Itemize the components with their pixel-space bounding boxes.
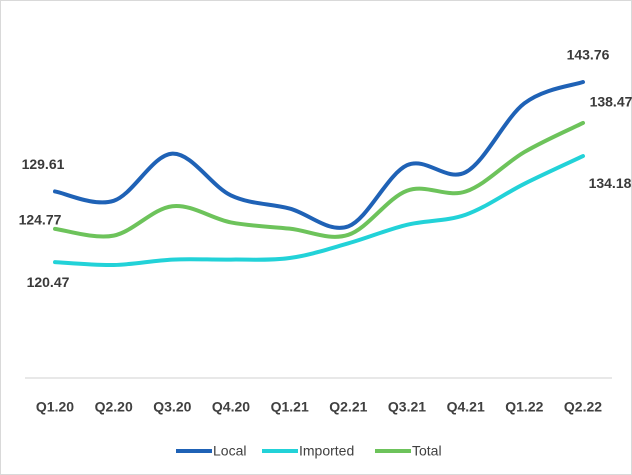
data-label: 138.47 bbox=[590, 94, 632, 110]
legend-label: Total bbox=[412, 443, 442, 459]
data-label: 120.47 bbox=[27, 274, 70, 290]
legend-label: Imported bbox=[299, 443, 354, 459]
x-tick-label: Q3.20 bbox=[153, 399, 191, 415]
data-label: 143.76 bbox=[567, 47, 610, 63]
x-tick-label: Q2.20 bbox=[95, 399, 133, 415]
data-label: 134.18 bbox=[589, 175, 632, 191]
line-series bbox=[53, 154, 585, 268]
x-tick-label: Q1.22 bbox=[505, 399, 543, 415]
x-tick-label: Q2.21 bbox=[329, 399, 367, 415]
line-series bbox=[53, 80, 585, 230]
x-tick-label: Q1.21 bbox=[271, 399, 309, 415]
legend-label: Local bbox=[213, 443, 246, 459]
x-tick-label: Q3.21 bbox=[388, 399, 426, 415]
x-tick-label: Q1.20 bbox=[36, 399, 74, 415]
x-tick-label: Q4.20 bbox=[212, 399, 250, 415]
x-tick-label: Q2.22 bbox=[564, 399, 602, 415]
data-label: 124.77 bbox=[19, 212, 62, 228]
data-label: 129.61 bbox=[22, 156, 65, 172]
x-tick-label: Q4.21 bbox=[447, 399, 485, 415]
line-series bbox=[53, 120, 585, 239]
